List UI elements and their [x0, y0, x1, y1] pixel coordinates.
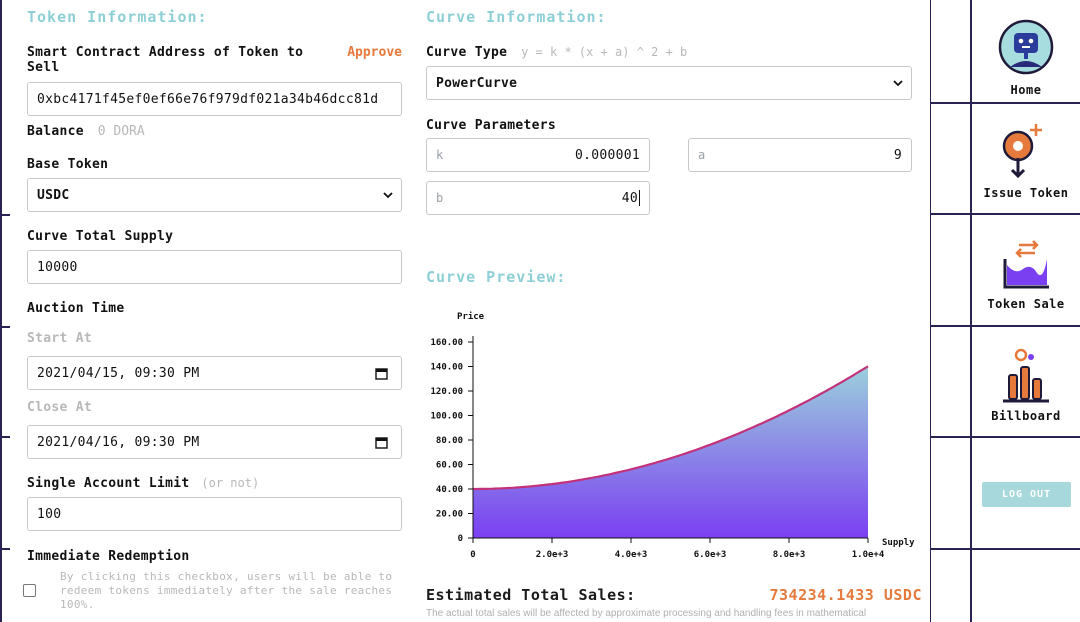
curve-formula: y = k * (x + a) ^ 2 + b: [521, 45, 688, 59]
chevron-down-icon: [893, 80, 903, 87]
limit-input[interactable]: 100: [27, 497, 402, 531]
y-tick-label: 80.00: [436, 436, 463, 446]
param-b-value: 40: [621, 190, 638, 206]
limit-hint: (or not): [201, 476, 260, 490]
redeem-description: By clicking this checkbox, users will be…: [60, 570, 393, 611]
billboard-icon: [1003, 348, 1049, 403]
curve-area: [473, 366, 868, 538]
frame-line: [0, 214, 10, 216]
x-tick-label: 2.0e+3: [536, 550, 569, 560]
sidebar-item-billboard[interactable]: Billboard: [972, 326, 1080, 437]
supply-label: Curve Total Supply: [27, 229, 174, 244]
estimated-note: The actual total sales will be affected …: [426, 608, 867, 619]
approve-button[interactable]: Approve: [347, 45, 402, 60]
base-token-select[interactable]: USDC: [27, 178, 402, 212]
x-tick-label: 8.0e+3: [773, 550, 806, 560]
param-b-label: b: [436, 191, 444, 205]
x-tick-label: 1.0e+4: [852, 550, 885, 560]
y-tick-label: 20.00: [436, 510, 463, 520]
address-label: Smart Contract Address of Token to Sell: [27, 45, 304, 75]
close-date-value: 2021/04/16, 09:30 PM: [37, 434, 200, 450]
param-k-value: 0.000001: [574, 147, 640, 163]
y-tick-label: 100.00: [430, 412, 463, 422]
sidebar-item-token-sale[interactable]: Token Sale: [972, 214, 1080, 325]
auction-time-label: Auction Time: [27, 301, 125, 316]
y-tick-label: 40.00: [436, 485, 463, 495]
frame-line: [930, 102, 1080, 104]
redeem-checkbox[interactable]: [23, 584, 36, 597]
address-input[interactable]: 0xbc4171f45ef0ef66e76f979df021a34b46dcc8…: [27, 82, 402, 116]
balance-row: Balance 0 DORA: [27, 124, 145, 139]
text-cursor: [639, 190, 640, 206]
balance-value: 0 DORA: [97, 124, 145, 139]
frame-line: [930, 548, 1080, 550]
curve-params-label: Curve Parameters: [426, 118, 557, 133]
start-date-input[interactable]: 2021/04/15, 09:30 PM: [27, 356, 402, 390]
robot-icon: [998, 19, 1054, 75]
sidebar-item-label: Issue Token: [983, 186, 1069, 200]
sidebar-item-home[interactable]: Home: [972, 0, 1080, 111]
token-sale-icon: [1003, 240, 1049, 289]
frame-line: [970, 0, 972, 622]
curve-type-select[interactable]: PowerCurve: [426, 66, 912, 100]
param-a-label: a: [698, 148, 706, 162]
redeem-label: Immediate Redemption: [27, 549, 190, 564]
curve-type-label: Curve Type: [426, 45, 508, 60]
sidebar-item-label: Home: [1010, 83, 1042, 97]
param-b-input[interactable]: b 40: [426, 181, 650, 215]
sidebar-item-label: Token Sale: [987, 297, 1065, 311]
param-a-value: 9: [893, 147, 902, 163]
y-tick-label: 60.00: [436, 461, 463, 471]
y-tick-label: 160.00: [430, 338, 463, 348]
sidebar-item-issue-token[interactable]: Issue Token: [972, 103, 1080, 214]
preview-title: Curve Preview:: [426, 268, 567, 286]
estimated-label: Estimated Total Sales:: [426, 586, 636, 604]
calendar-icon[interactable]: [375, 367, 388, 380]
token-issue-icon: [1002, 124, 1042, 179]
chevron-down-icon: [383, 192, 393, 199]
frame-line: [0, 326, 10, 328]
sidebar-item-label: Billboard: [991, 409, 1061, 423]
param-a-input[interactable]: a 9: [688, 138, 912, 172]
curve-type-row: Curve Type y = k * (x + a) ^ 2 + b: [426, 45, 687, 60]
balance-label: Balance: [27, 124, 84, 139]
curve-type-value: PowerCurve: [436, 75, 518, 91]
curve-preview-chart: 0 20.00 40.00 60.00 80.00 100.00 120.00 140.00 1…: [430, 311, 915, 560]
frame-line: [930, 213, 1080, 215]
param-k-label: k: [436, 148, 444, 162]
y-tick-label: 120.00: [430, 387, 463, 397]
logout-button[interactable]: LOG OUT: [982, 482, 1071, 507]
frame-line: [0, 436, 10, 438]
frame-line: [930, 325, 1080, 327]
estimated-value: 734234.1433 USDC: [769, 586, 922, 604]
x-tick-label: 4.0e+3: [615, 550, 648, 560]
y-axis-label: Price: [457, 311, 485, 322]
section-title: Curve Information:: [426, 8, 607, 26]
frame-line: [930, 436, 1080, 438]
calendar-icon[interactable]: [375, 436, 388, 449]
frame-line: [929, 0, 931, 622]
limit-label: Single Account Limit: [27, 476, 190, 491]
y-tick-label: 140.00: [430, 363, 463, 373]
base-token-label: Base Token: [27, 157, 109, 172]
frame-line: [0, 0, 2, 622]
base-token-value: USDC: [37, 187, 70, 203]
x-tick-label: 0: [470, 550, 475, 560]
param-k-input[interactable]: k 0.000001: [426, 138, 650, 172]
start-date-value: 2021/04/15, 09:30 PM: [37, 365, 200, 381]
x-axis-label: Supply: [882, 538, 915, 548]
section-title: Token Information:: [27, 8, 208, 26]
close-label: Close At: [27, 400, 93, 415]
limit-row: Single Account Limit (or not): [27, 476, 259, 491]
x-tick-label: 6.0e+3: [694, 550, 727, 560]
frame-line: [0, 548, 10, 550]
start-label: Start At: [27, 331, 93, 346]
y-tick-label: 0: [458, 534, 463, 544]
supply-input[interactable]: 10000: [27, 250, 402, 284]
close-date-input[interactable]: 2021/04/16, 09:30 PM: [27, 425, 402, 459]
main-panel: Token Information: Smart Contract Addres…: [10, 0, 930, 622]
